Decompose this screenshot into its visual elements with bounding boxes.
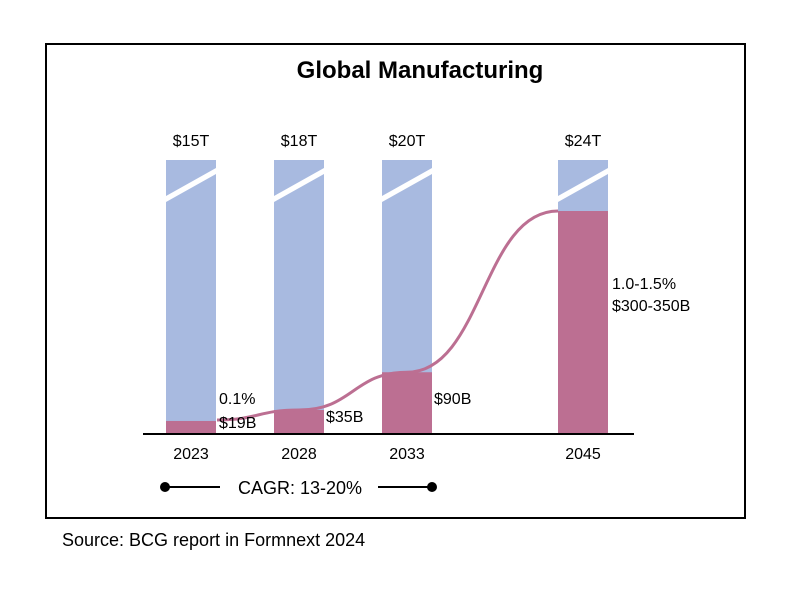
- cagr-start-dot: [160, 482, 170, 492]
- segment-label-2023: $19B: [219, 415, 256, 432]
- category-label-2045: 2045: [565, 446, 601, 463]
- cagr-annotation: CAGR: 13-20%: [160, 478, 437, 498]
- cagr-label: CAGR: 13-20%: [238, 478, 362, 498]
- category-label-2033: 2033: [389, 446, 425, 463]
- total-label-2045: $24T: [565, 133, 602, 150]
- total-bar-2023: [166, 160, 216, 434]
- segment-bar-2033: [382, 372, 432, 434]
- scale-break-2045: [558, 168, 608, 202]
- share-label-2045: 1.0-1.5%: [612, 276, 676, 293]
- segment-label-2028: $35B: [326, 409, 363, 426]
- scale-break-2023: [166, 168, 216, 202]
- total-label-2023: $15T: [173, 133, 210, 150]
- scale-break-2033: [382, 168, 432, 202]
- segment-bar-2028: [274, 409, 324, 434]
- category-label-2023: 2023: [173, 446, 209, 463]
- chart-title: Global Manufacturing: [297, 57, 544, 84]
- source-note: Source: BCG report in Formnext 2024: [62, 530, 366, 550]
- segment-label-2033: $90B: [434, 391, 471, 408]
- chart-frame: [45, 43, 746, 519]
- segment-bar-2023: [166, 420, 216, 434]
- share-label-2023: 0.1%: [219, 391, 255, 408]
- scale-break-2028: [274, 168, 324, 202]
- segment-label-2045: $300-350B: [612, 298, 690, 315]
- category-label-2028: 2028: [281, 446, 317, 463]
- total-label-2028: $18T: [281, 133, 318, 150]
- total-label-2033: $20T: [389, 133, 426, 150]
- trend-curve: [216, 209, 559, 422]
- total-bar-2028: [274, 160, 324, 434]
- cagr-end-dot: [427, 482, 437, 492]
- segment-bar-2045: [558, 211, 608, 434]
